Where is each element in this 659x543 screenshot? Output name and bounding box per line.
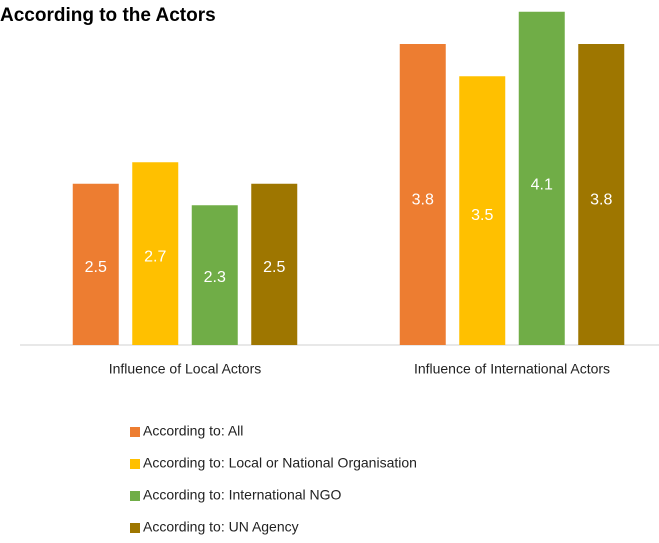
legend-label: According to: UN Agency [143, 519, 299, 535]
data-label: 2.5 [85, 259, 107, 276]
x-tick-label: Influence of International Actors [414, 361, 610, 377]
data-label: 4.1 [531, 176, 553, 193]
legend-swatch [130, 427, 140, 437]
legend-swatch [130, 459, 140, 469]
data-label: 2.5 [263, 259, 285, 276]
bar [578, 44, 625, 345]
data-label: 2.7 [144, 248, 166, 265]
bar [72, 183, 119, 345]
chart-title: According to the Actors [0, 5, 216, 26]
x-tick-label: Influence of Local Actors [109, 361, 262, 377]
bar [518, 11, 565, 345]
legend-label: According to: Local or National Organisa… [143, 455, 417, 471]
data-label: 3.8 [412, 192, 434, 209]
legend-swatch [130, 491, 140, 501]
bar [251, 183, 298, 345]
data-label: 2.3 [204, 269, 226, 286]
bar [459, 76, 506, 345]
legend-label: According to: All [143, 423, 243, 439]
legend-swatch [130, 523, 140, 533]
data-label: 3.5 [471, 207, 493, 224]
bar [191, 205, 238, 345]
bar [399, 44, 446, 345]
legend-label: According to: International NGO [143, 487, 342, 503]
data-label: 3.8 [590, 192, 612, 209]
bar [132, 162, 179, 345]
